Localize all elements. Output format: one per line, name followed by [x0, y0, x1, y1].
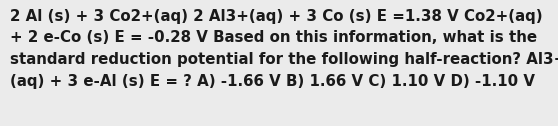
Text: 2 Al (s) + 3 Co2+(aq) 2 Al3+(aq) + 3 Co (s) E =1.38 V Co2+(aq)
+ 2 e-Co (s) E = : 2 Al (s) + 3 Co2+(aq) 2 Al3+(aq) + 3 Co … — [10, 9, 558, 89]
